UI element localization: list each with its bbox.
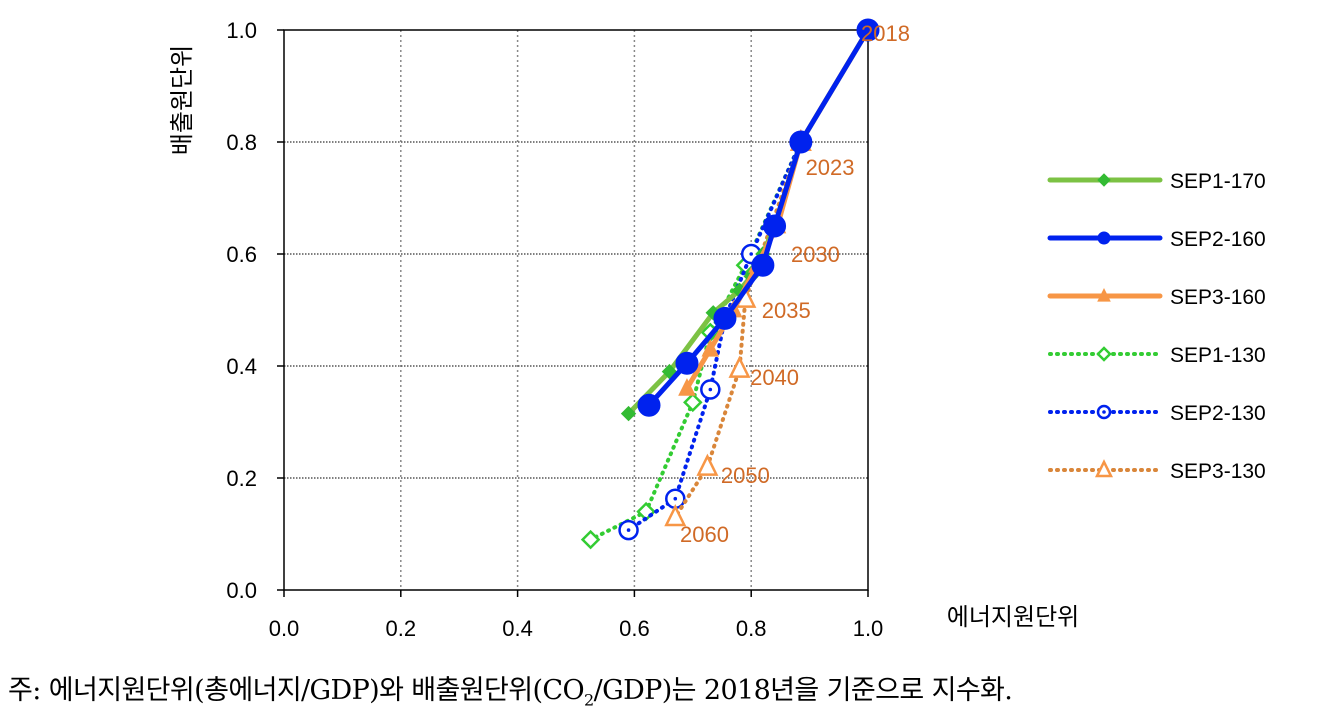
diamond-marker (683, 392, 703, 413)
series-sep3-130 (664, 28, 870, 527)
x-tick-label: 0.2 (386, 616, 417, 641)
circle-marker (751, 253, 775, 277)
circle-marker-dot (626, 528, 631, 532)
legend-label: SEP1-130 (1170, 344, 1266, 367)
y-tick-label: 0.4 (226, 354, 257, 379)
x-tick-label: 0.0 (269, 616, 300, 641)
year-label: 2060 (680, 522, 729, 547)
year-label: 2018 (861, 21, 910, 46)
y-tick-label: 0.0 (226, 578, 257, 603)
y-tick-label: 0.8 (226, 130, 257, 155)
circle-marker (856, 18, 880, 42)
legend-item: SEP1-170 (1047, 170, 1266, 193)
legend-item: SEP1-130 (1048, 344, 1266, 367)
series-line (646, 27, 871, 408)
series-sep2-160 (637, 18, 880, 417)
footnote-suffix: /GDP)는 2018년을 기준으로 지수화. (593, 675, 1013, 706)
y-tick-label: 0.2 (226, 466, 257, 491)
circle-marker (763, 214, 787, 238)
diamond-marker (620, 405, 637, 422)
legend-item: SEP2-160 (1047, 228, 1266, 251)
circle-marker (675, 351, 699, 375)
diamond-marker (1096, 346, 1112, 362)
y-axis-title: 배출원단위 (168, 45, 196, 155)
circle-marker-dot (1102, 410, 1106, 414)
legend-label: SEP3-130 (1170, 460, 1266, 483)
y-tick-label: 1.0 (226, 18, 257, 43)
legend-label: SEP2-130 (1170, 402, 1266, 425)
legend-item: SEP2-130 (1048, 402, 1266, 425)
triangle-marker (728, 355, 751, 378)
triangle-marker (664, 504, 687, 527)
legend: SEP1-170 SEP2-160 SEP3-160 SEP1-130 SEP2-130… (1047, 170, 1266, 483)
diamond-marker (580, 529, 601, 550)
x-axis-title: 에너지원단위 (947, 603, 1079, 631)
series-layer (580, 18, 880, 550)
footnote-prefix: 주: 에너지원단위(총에너지/GDP)와 배출원단위(CO (8, 675, 585, 706)
legend-item: SEP3-130 (1048, 459, 1266, 483)
legend-label: SEP2-160 (1170, 228, 1266, 251)
legend-item: SEP3-160 (1047, 286, 1266, 309)
triangle-marker (696, 453, 719, 476)
legend-label: SEP1-170 (1170, 170, 1266, 193)
circle-marker (789, 130, 813, 154)
x-tick-label: 0.4 (502, 616, 533, 641)
legend-label: SEP3-160 (1170, 286, 1266, 309)
plot-area-frame (283, 29, 869, 591)
triangle-marker (701, 338, 720, 357)
triangle-marker (678, 378, 696, 396)
circle-marker-dot (708, 387, 713, 392)
x-tick-label: 0.6 (619, 616, 650, 641)
circle-marker (637, 393, 661, 417)
year-label: 2035 (762, 298, 811, 323)
year-label: 2040 (750, 365, 799, 390)
year-label: 2023 (806, 155, 855, 180)
circle-marker (713, 306, 737, 330)
axis-ticks: 0.0 0.2 0.4 0.6 0.8 1.0 0.0 0.2 0.4 0.6 0.8 1.0 (226, 18, 883, 641)
triangle-marker (1097, 287, 1111, 302)
triangle-marker (1094, 459, 1114, 478)
year-label: 2030 (791, 242, 840, 267)
circle-marker-dot (749, 252, 753, 256)
series-line (673, 28, 870, 520)
footnote-subscript: 2 (584, 690, 594, 710)
grid-lines (284, 30, 868, 590)
footnote: 주: 에너지원단위(총에너지/GDP)와 배출원단위(CO2/GDP)는 201… (8, 668, 1328, 709)
year-label: 2050 (721, 463, 770, 488)
circle-marker-dot (673, 496, 678, 501)
circle-marker (1097, 231, 1111, 245)
diamond-marker (1097, 173, 1111, 187)
x-tick-label: 0.8 (736, 616, 767, 641)
y-tick-label: 0.6 (226, 242, 257, 267)
x-tick-label: 1.0 (853, 616, 884, 641)
year-annotations: 2018 2023 2030 2035 2040 2050 2060 (680, 21, 910, 547)
